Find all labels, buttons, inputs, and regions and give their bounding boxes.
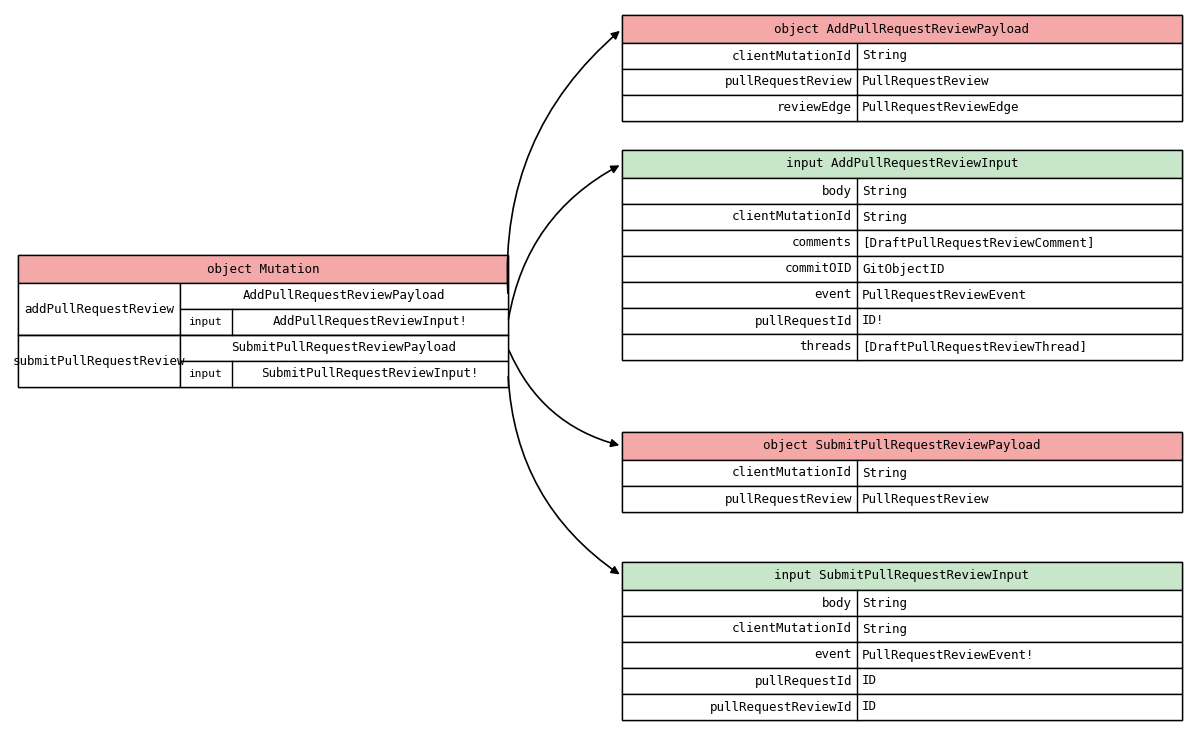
- Text: pullRequestId: pullRequestId: [755, 675, 852, 688]
- Text: String: String: [863, 622, 907, 635]
- Bar: [180, 309, 508, 335]
- Bar: [622, 432, 1182, 460]
- Bar: [622, 432, 1182, 512]
- Text: AddPullRequestReviewPayload: AddPullRequestReviewPayload: [242, 290, 445, 303]
- Bar: [622, 95, 1182, 121]
- Text: String: String: [863, 467, 907, 479]
- Text: PullRequestReviewEdge: PullRequestReviewEdge: [863, 102, 1020, 115]
- Bar: [622, 460, 1182, 486]
- Text: ID: ID: [863, 675, 877, 688]
- Text: String: String: [863, 184, 907, 198]
- Bar: [622, 282, 1182, 308]
- Bar: [18, 255, 508, 283]
- Text: body: body: [822, 184, 852, 198]
- Text: PullRequestReview: PullRequestReview: [863, 493, 990, 506]
- Text: SubmitPullRequestReviewPayload: SubmitPullRequestReviewPayload: [232, 342, 456, 354]
- Text: PullRequestReviewEvent!: PullRequestReviewEvent!: [863, 649, 1034, 661]
- Text: threads: threads: [799, 341, 852, 354]
- Bar: [622, 668, 1182, 694]
- Text: AddPullRequestReviewInput!: AddPullRequestReviewInput!: [272, 315, 468, 329]
- Text: clientMutationId: clientMutationId: [732, 467, 852, 479]
- Text: object Mutation: object Mutation: [206, 262, 319, 276]
- Text: body: body: [822, 596, 852, 610]
- Text: input: input: [190, 317, 223, 327]
- Bar: [622, 256, 1182, 282]
- Text: ID!: ID!: [863, 315, 884, 327]
- Text: commitOID: commitOID: [785, 262, 852, 276]
- Bar: [18, 335, 180, 387]
- Text: String: String: [863, 596, 907, 610]
- Text: object AddPullRequestReviewPayload: object AddPullRequestReviewPayload: [774, 22, 1030, 35]
- Bar: [180, 361, 508, 387]
- Text: submitPullRequestReview: submitPullRequestReview: [13, 354, 185, 368]
- Text: [DraftPullRequestReviewThread]: [DraftPullRequestReviewThread]: [863, 341, 1087, 354]
- Bar: [622, 43, 1182, 69]
- Bar: [18, 283, 180, 335]
- Text: pullRequestId: pullRequestId: [755, 315, 852, 327]
- Text: input: input: [190, 369, 223, 379]
- Bar: [622, 15, 1182, 121]
- Bar: [622, 150, 1182, 178]
- Text: SubmitPullRequestReviewInput!: SubmitPullRequestReviewInput!: [262, 368, 479, 380]
- Text: String: String: [863, 49, 907, 62]
- Text: clientMutationId: clientMutationId: [732, 622, 852, 635]
- Text: input AddPullRequestReviewInput: input AddPullRequestReviewInput: [786, 157, 1019, 171]
- Text: [DraftPullRequestReviewComment]: [DraftPullRequestReviewComment]: [863, 237, 1094, 249]
- Bar: [622, 590, 1182, 616]
- Bar: [622, 150, 1182, 360]
- Text: input SubmitPullRequestReviewInput: input SubmitPullRequestReviewInput: [774, 569, 1030, 583]
- Text: PullRequestReview: PullRequestReview: [863, 76, 990, 88]
- Bar: [622, 15, 1182, 43]
- Bar: [622, 178, 1182, 204]
- Bar: [622, 562, 1182, 590]
- Text: PullRequestReviewEvent: PullRequestReviewEvent: [863, 288, 1027, 302]
- Bar: [622, 334, 1182, 360]
- Text: String: String: [863, 210, 907, 223]
- Bar: [622, 69, 1182, 95]
- Bar: [622, 642, 1182, 668]
- Bar: [622, 562, 1182, 720]
- Text: event: event: [815, 288, 852, 302]
- Bar: [622, 308, 1182, 334]
- Bar: [18, 255, 508, 387]
- Bar: [180, 283, 508, 309]
- Bar: [622, 204, 1182, 230]
- Text: pullRequestReview: pullRequestReview: [725, 493, 852, 506]
- Text: reviewEdge: reviewEdge: [778, 102, 852, 115]
- Text: event: event: [815, 649, 852, 661]
- Text: comments: comments: [792, 237, 852, 249]
- Bar: [180, 335, 508, 361]
- Bar: [622, 230, 1182, 256]
- Text: ID: ID: [863, 700, 877, 714]
- Bar: [622, 616, 1182, 642]
- Text: addPullRequestReview: addPullRequestReview: [24, 303, 174, 315]
- Text: clientMutationId: clientMutationId: [732, 210, 852, 223]
- Text: GitObjectID: GitObjectID: [863, 262, 944, 276]
- Bar: [622, 694, 1182, 720]
- Bar: [622, 486, 1182, 512]
- Text: pullRequestReview: pullRequestReview: [725, 76, 852, 88]
- Text: object SubmitPullRequestReviewPayload: object SubmitPullRequestReviewPayload: [763, 440, 1040, 452]
- Text: clientMutationId: clientMutationId: [732, 49, 852, 62]
- Text: pullRequestReviewId: pullRequestReviewId: [709, 700, 852, 714]
